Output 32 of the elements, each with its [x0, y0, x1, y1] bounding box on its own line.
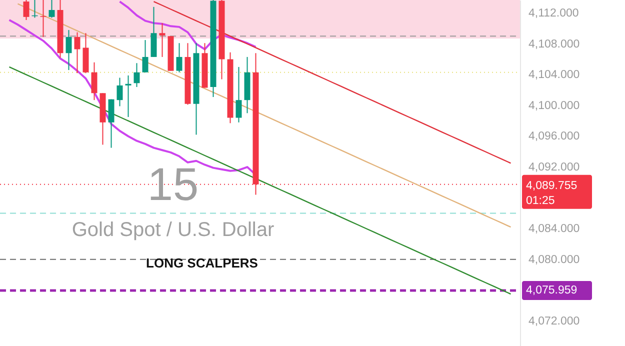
- candlestick: [66, 30, 72, 71]
- y-tick-label: 4,108.000: [528, 38, 580, 50]
- line-series: [118, 0, 257, 50]
- candlestick: [125, 74, 132, 118]
- annotation: 15: [147, 158, 199, 210]
- candlestick: [142, 40, 148, 73]
- y-tick-label: 4,080.000: [528, 254, 580, 266]
- y-tick-label: 4,112.000: [528, 8, 579, 20]
- candlestick: [150, 6, 157, 58]
- annotation: Gold Spot / U.S. Dollar: [72, 219, 274, 241]
- candlestick: [40, 0, 46, 38]
- candlestick: [91, 62, 98, 101]
- ref-line-label: 4,075.959: [526, 284, 578, 297]
- candlestick: [74, 32, 80, 74]
- annotation: LONG SCALPERS: [146, 255, 258, 270]
- candlestick: [116, 77, 123, 107]
- y-tick-label: 4,100.000: [528, 100, 580, 112]
- y-tick-label: 4,084.000: [528, 223, 580, 236]
- candlestick: [108, 98, 114, 148]
- line-series: [153, 0, 512, 164]
- y-tick-label: 4,104.000: [528, 69, 580, 82]
- candlestick: [176, 42, 182, 73]
- y-tick-label: 4,072.000: [528, 315, 580, 328]
- ref-line-label: 4,089.755 01:25: [526, 180, 578, 207]
- candlestick: [23, 0, 30, 21]
- y-tick-label: 4,096.000: [528, 130, 580, 143]
- candlestick: [134, 62, 140, 88]
- y-tick-label: 4,092.000: [528, 162, 580, 174]
- candlestick: [48, 0, 55, 18]
- candlestick: [159, 22, 166, 58]
- line-series: [8, 66, 512, 295]
- candlestick: [236, 66, 242, 123]
